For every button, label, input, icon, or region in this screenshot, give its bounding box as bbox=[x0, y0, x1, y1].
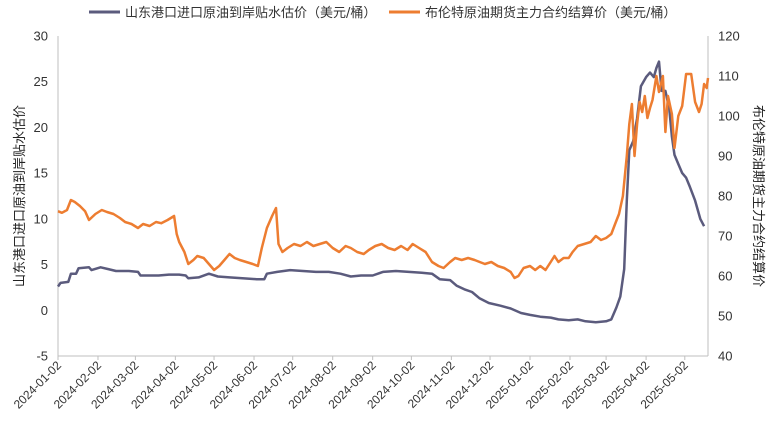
y-left-tick-label: 30 bbox=[34, 29, 48, 44]
x-tick-labels: 2024-01-022024-02-022024-03-022024-04-02… bbox=[11, 356, 691, 412]
y-left-tick-label: 20 bbox=[34, 120, 48, 135]
y-right-tick-label: 110 bbox=[718, 69, 739, 84]
y-right-tick-label: 70 bbox=[718, 229, 732, 244]
y-right-tick-labels: 40 50 60 70 80 90 100 110 120 bbox=[718, 29, 740, 364]
y-left-axis-title: 山东港口进口原油到岸贴水估价 bbox=[13, 105, 28, 287]
y-left-tick-label: 15 bbox=[34, 166, 48, 181]
series-lines bbox=[56, 60, 710, 324]
legend-label-series-1: 布伦特原油期货主力合约结算价（美元/桶） bbox=[425, 5, 676, 21]
y-left-tick-label: 10 bbox=[34, 211, 48, 226]
y-left-tick-labels: -5 0 5 10 15 20 25 30 bbox=[34, 29, 48, 364]
y-left-tick-label: -5 bbox=[36, 349, 48, 364]
y-right-tick-label: 90 bbox=[718, 149, 732, 164]
y-right-tick-label: 50 bbox=[718, 309, 732, 324]
y-right-axis-title: 布伦特原油期货主力合约结算价 bbox=[750, 105, 766, 287]
y-right-tick-label: 40 bbox=[718, 349, 732, 364]
y-left-tick-label: 25 bbox=[34, 74, 48, 89]
y-left-tick-label: 0 bbox=[41, 303, 48, 318]
legend-label-series-0: 山东港口进口原油到岸贴水估价（美元/桶） bbox=[125, 6, 376, 21]
y-right-tick-label: 80 bbox=[718, 189, 732, 204]
y-left-tick-label: 5 bbox=[41, 257, 48, 272]
y-right-tick-label: 60 bbox=[718, 269, 732, 284]
series-line-0 bbox=[56, 60, 706, 324]
legend: 山东港口进口原油到岸贴水估价（美元/桶） 布伦特原油期货主力合约结算价（美元/桶… bbox=[89, 5, 676, 21]
y-right-tick-label: 100 bbox=[718, 109, 740, 124]
series-line-1 bbox=[57, 72, 710, 280]
y-right-tick-label: 120 bbox=[718, 29, 740, 44]
